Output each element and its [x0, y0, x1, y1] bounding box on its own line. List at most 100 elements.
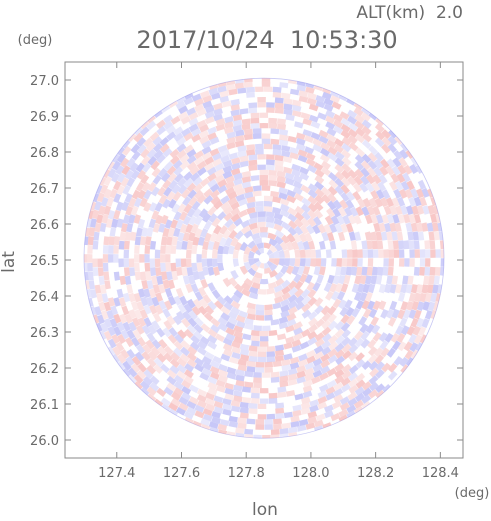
echo-cell — [94, 306, 102, 316]
echo-cell — [131, 317, 141, 328]
echo-cell — [222, 229, 232, 240]
echo-cell — [290, 88, 300, 96]
echo-cell — [126, 157, 136, 168]
echo-cell — [137, 218, 146, 229]
echo-cell — [348, 128, 358, 138]
echo-cell — [360, 167, 370, 178]
echo-cell — [176, 149, 187, 159]
echo-cell — [180, 340, 191, 350]
echo-cell — [397, 164, 407, 175]
echo-cell — [288, 306, 298, 315]
echo-cell — [84, 254, 88, 263]
echo-cell — [259, 112, 269, 118]
echo-cell — [317, 223, 327, 234]
echo-cell — [312, 369, 323, 378]
echo-cell — [152, 174, 162, 185]
echo-cell — [335, 335, 345, 345]
echo-cell — [102, 245, 109, 254]
echo-cell — [302, 129, 313, 137]
echo-cell — [343, 274, 351, 285]
echo-cell — [359, 292, 368, 302]
echo-cell — [402, 275, 409, 285]
echo-cell — [235, 188, 246, 196]
echo-cell — [381, 362, 391, 373]
echo-cell — [187, 345, 198, 356]
echo-cell — [272, 144, 282, 151]
echo-cell — [261, 133, 271, 139]
echo-cell — [96, 293, 104, 303]
echo-cell — [332, 199, 343, 210]
echo-cell — [231, 157, 241, 165]
echo-cell — [160, 271, 168, 281]
echo-cell — [123, 249, 130, 259]
echo-cell — [226, 131, 236, 139]
echo-cell — [286, 318, 297, 327]
echo-cell — [250, 398, 260, 404]
echo-cell — [228, 88, 238, 96]
echo-cell — [433, 275, 440, 285]
echo-cell — [289, 362, 300, 370]
echo-cell — [144, 254, 150, 263]
echo-cell — [348, 337, 358, 347]
echo-cell — [281, 145, 291, 152]
echo-cell — [199, 135, 209, 145]
echo-cell — [268, 238, 278, 247]
echo-cell — [204, 305, 214, 315]
echo-cell — [421, 222, 429, 232]
echo-cell — [337, 206, 347, 217]
echo-cell — [285, 114, 295, 121]
echo-cell — [355, 147, 366, 158]
echo-cell — [223, 212, 234, 222]
echo-cell — [203, 188, 213, 198]
plot-area: 127.4 127.6 127.8 128.0 128.2 128.4 26.026.12… — [30, 61, 464, 481]
echo-cell — [153, 357, 164, 368]
echo-cell — [116, 185, 125, 195]
echo-cell — [200, 418, 211, 427]
echo-cell — [355, 300, 364, 310]
echo-cell — [170, 155, 180, 165]
echo-cell — [248, 258, 255, 266]
echo-cell — [131, 337, 140, 347]
echo-cell — [291, 344, 302, 353]
echo-cell — [416, 188, 425, 199]
echo-cell — [259, 388, 269, 394]
echo-cell — [262, 325, 271, 332]
echo-cell — [299, 249, 306, 258]
echo-cell — [430, 249, 436, 258]
echo-cell — [222, 170, 233, 179]
echo-cell — [307, 92, 317, 100]
timestamp-title: 2017/10/24 10:53:30 — [136, 26, 397, 54]
echo-cell — [225, 327, 236, 336]
echo-cell — [391, 308, 400, 319]
echo-cell — [209, 136, 220, 145]
echo-cell — [333, 119, 343, 129]
echo-cell — [325, 392, 336, 401]
echo-cell — [264, 242, 272, 250]
echo-cell — [217, 85, 227, 93]
echo-cell — [432, 222, 439, 232]
echo-cell — [344, 206, 353, 217]
echo-cell — [210, 371, 220, 380]
echo-cell — [408, 333, 417, 344]
echo-cell — [321, 346, 332, 356]
echo-cell — [364, 275, 372, 285]
echo-cell — [340, 117, 351, 127]
echo-cell — [176, 143, 187, 153]
echo-cell — [134, 271, 142, 281]
echo-cell — [159, 143, 170, 153]
echo-cell — [352, 258, 358, 267]
echo-cell — [300, 217, 311, 228]
echo-cell — [346, 258, 353, 267]
echo-cell — [335, 355, 346, 365]
echo-cell — [146, 227, 154, 237]
echo-cell — [301, 197, 312, 207]
echo-cell — [247, 240, 256, 249]
echo-cell — [266, 346, 276, 352]
echo-cell — [186, 406, 197, 415]
echo-cell — [386, 158, 396, 169]
altitude-label: ALT(km) 2.0 — [356, 3, 463, 23]
echo-cell — [413, 196, 422, 207]
echo-cell — [346, 315, 356, 325]
echo-cell — [205, 397, 215, 406]
echo-cell — [372, 332, 382, 342]
